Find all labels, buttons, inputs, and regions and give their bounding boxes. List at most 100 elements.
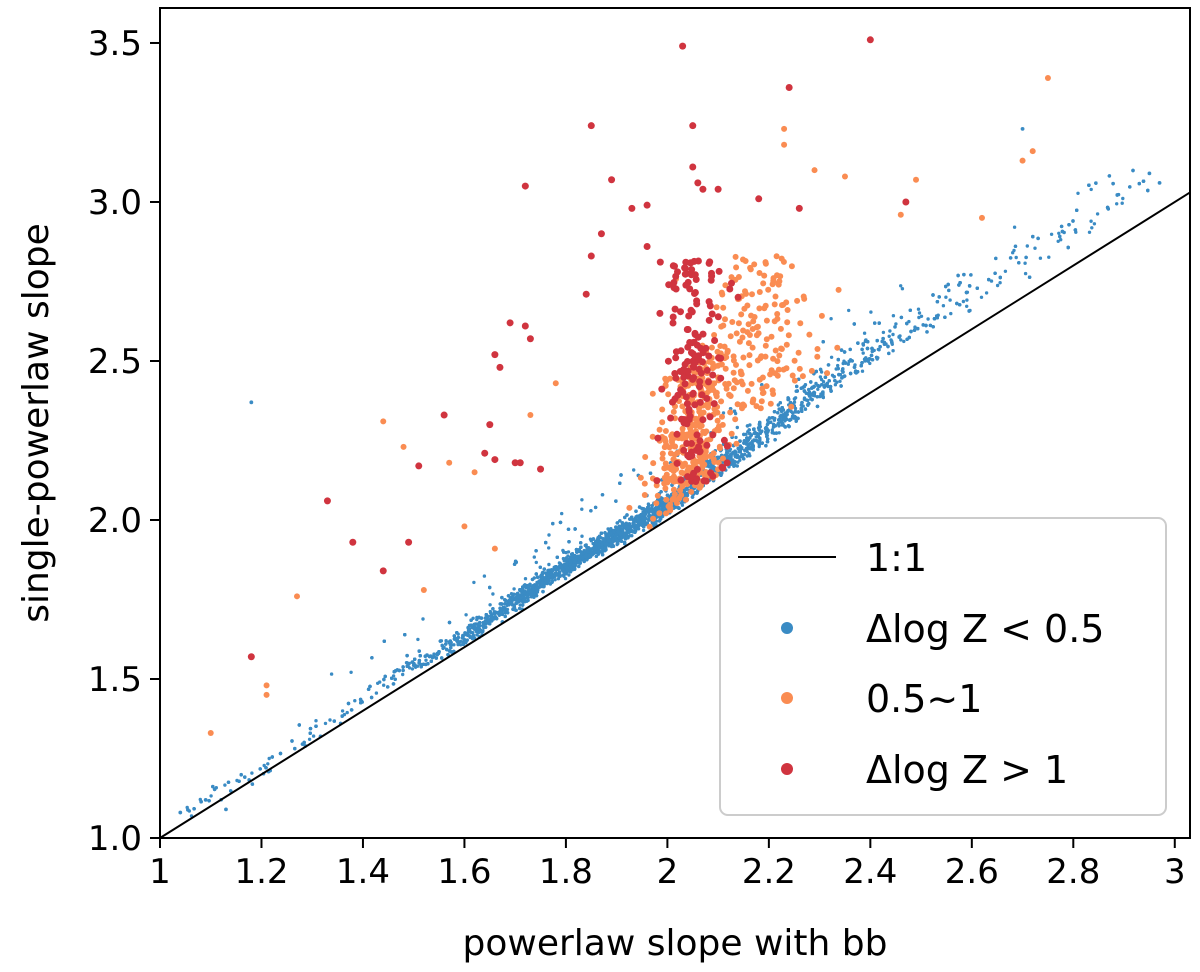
data-point: [650, 503, 654, 508]
data-point: [456, 641, 460, 646]
data-point: [262, 763, 266, 768]
data-point: [814, 369, 818, 374]
data-point: [1024, 255, 1028, 260]
data-point: [535, 587, 539, 591]
data-point: [814, 381, 818, 386]
data-point: [811, 392, 815, 396]
data-point: [562, 550, 566, 554]
data-point: [916, 326, 920, 331]
data-point: [547, 533, 551, 537]
data-point: [833, 383, 838, 387]
data-point: [612, 530, 616, 534]
data-point: [542, 567, 546, 571]
data-point: [625, 513, 629, 517]
data-point: [861, 351, 865, 355]
data-point: [766, 437, 770, 441]
data-point: [212, 787, 217, 792]
data-point: [766, 418, 770, 422]
data-point: [483, 616, 488, 620]
data-point: [522, 591, 527, 595]
data-point: [597, 549, 601, 553]
data-point: [604, 548, 608, 552]
data-point: [877, 321, 881, 325]
data-point: [199, 800, 203, 804]
data-point: [567, 540, 571, 544]
data-point: [614, 499, 618, 503]
data-point: [1023, 261, 1027, 265]
data-point: [500, 595, 504, 600]
data-point: [742, 432, 746, 437]
data-point: [752, 431, 757, 435]
data-point: [449, 645, 453, 650]
data-point: [532, 555, 536, 559]
data-point: [1111, 181, 1115, 186]
data-point: [588, 537, 593, 541]
data-point: [891, 332, 895, 337]
data-point: [401, 665, 405, 669]
data-point: [641, 528, 646, 533]
data-point: [947, 288, 951, 293]
data-point: [809, 397, 813, 401]
data-point: [827, 379, 831, 383]
data-point: [894, 322, 898, 326]
data-point: [902, 339, 906, 344]
data-point: [546, 578, 551, 583]
data-point: [821, 380, 826, 384]
data-point: [745, 449, 749, 454]
data-point: [843, 361, 848, 365]
data-point: [297, 723, 301, 727]
data-point: [566, 527, 571, 531]
data-point: [779, 419, 784, 423]
data-point: [475, 617, 479, 622]
data-point: [643, 517, 648, 521]
data-point: [401, 672, 405, 677]
data-point: [816, 387, 820, 391]
data-point: [429, 659, 433, 663]
data-point: [489, 611, 493, 615]
data-point: [749, 433, 753, 437]
data-point: [634, 509, 638, 513]
data-point: [537, 585, 542, 589]
data-point: [861, 342, 865, 346]
data-point: [488, 603, 492, 607]
data-point: [580, 551, 584, 555]
data-point: [1013, 244, 1018, 248]
data-point: [556, 577, 561, 581]
data-point: [553, 578, 557, 582]
data-point: [406, 664, 410, 668]
data-point: [745, 424, 750, 428]
data-point: [836, 363, 840, 368]
data-point: [870, 349, 874, 354]
data-point: [502, 607, 506, 612]
data-point: [539, 576, 543, 581]
data-point: [237, 779, 241, 783]
data-point: [742, 439, 747, 443]
data-point: [1067, 223, 1071, 227]
data-point: [600, 549, 605, 553]
data-point: [846, 362, 850, 366]
data-point: [626, 530, 630, 534]
data-point: [543, 578, 548, 582]
data-point: [542, 584, 546, 589]
data-point: [521, 585, 525, 589]
data-point: [998, 281, 1002, 285]
data-point: [777, 407, 781, 411]
data-point: [1003, 269, 1008, 273]
data-point: [769, 420, 773, 424]
data-point: [900, 287, 905, 291]
data-point: [647, 515, 651, 519]
data-point: [417, 649, 421, 653]
data-point: [464, 632, 468, 637]
data-point: [777, 431, 781, 435]
data-point: [472, 580, 476, 585]
data-point: [452, 634, 456, 638]
data-point: [707, 464, 711, 469]
data-point: [462, 638, 467, 642]
data-point: [579, 545, 583, 549]
data-point: [424, 658, 428, 662]
data-point: [1060, 229, 1065, 234]
data-point: [727, 449, 732, 453]
data-point: [764, 444, 768, 448]
data-point: [413, 657, 417, 661]
data-point: [774, 431, 779, 435]
